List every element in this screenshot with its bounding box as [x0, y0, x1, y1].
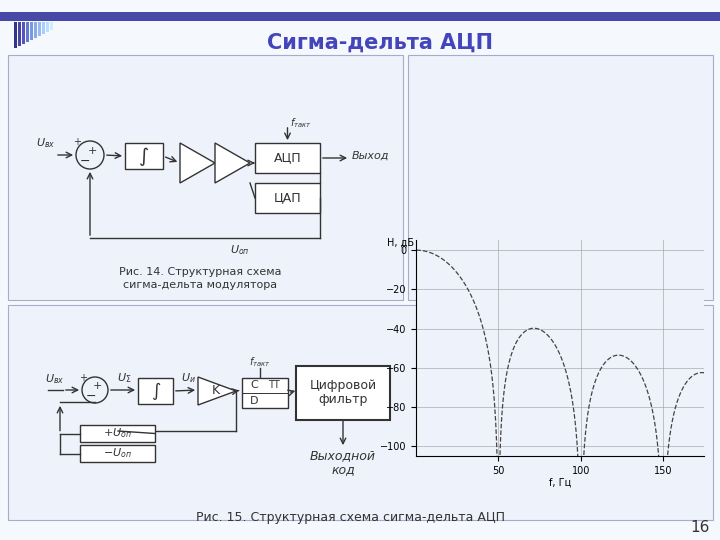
Text: +: + — [79, 373, 87, 383]
Text: Цифровой: Цифровой — [310, 379, 377, 392]
FancyBboxPatch shape — [80, 425, 155, 442]
Polygon shape — [215, 143, 250, 183]
Bar — [18, 22, 21, 46]
FancyBboxPatch shape — [296, 366, 390, 420]
Bar — [22, 22, 25, 44]
Bar — [34, 22, 37, 38]
Polygon shape — [198, 377, 236, 405]
Text: $-U_{оп}$: $-U_{оп}$ — [103, 447, 132, 461]
FancyBboxPatch shape — [138, 378, 173, 404]
Text: $U_{\Sigma}$: $U_{\Sigma}$ — [117, 371, 131, 385]
FancyBboxPatch shape — [255, 143, 320, 173]
Text: $+U_{оп}$: $+U_{оп}$ — [103, 427, 132, 441]
Text: Выходной: Выходной — [310, 449, 376, 462]
Polygon shape — [180, 143, 215, 183]
Text: сигма-дельта модулятора: сигма-дельта модулятора — [123, 280, 277, 290]
FancyBboxPatch shape — [125, 143, 163, 169]
Text: −: − — [86, 389, 96, 402]
Bar — [14, 22, 17, 48]
Bar — [0, 12, 720, 21]
Bar — [26, 22, 29, 42]
Text: C: C — [250, 381, 258, 390]
Text: сигма-дельта АЦП: сигма-дельта АЦП — [515, 285, 616, 295]
Text: TТ: TТ — [268, 381, 280, 390]
Text: код: код — [331, 463, 355, 476]
X-axis label: f, Гц: f, Гц — [549, 477, 572, 488]
Text: Выход: Выход — [352, 151, 390, 161]
FancyBboxPatch shape — [8, 305, 713, 520]
Text: $f_{такт}$: $f_{такт}$ — [249, 355, 271, 369]
Text: АЦП: АЦП — [274, 152, 301, 165]
Text: H, дБ: H, дБ — [387, 238, 414, 248]
Text: 16: 16 — [690, 521, 710, 536]
Text: −: − — [80, 154, 90, 167]
Text: +: + — [87, 146, 96, 156]
Bar — [46, 22, 49, 32]
Text: $U_{вх}$: $U_{вх}$ — [45, 372, 65, 386]
Text: Сигма-дельта АЦП: Сигма-дельта АЦП — [267, 33, 493, 53]
Text: $f_{такт}$: $f_{такт}$ — [290, 116, 312, 130]
Text: Рис. 15. Структурная схема сигма-дельта АЦП: Рис. 15. Структурная схема сигма-дельта … — [196, 511, 505, 524]
Text: ∫: ∫ — [139, 146, 149, 165]
FancyBboxPatch shape — [255, 183, 320, 213]
Text: +: + — [73, 137, 81, 147]
Text: ЦАП: ЦАП — [274, 192, 301, 205]
Bar — [50, 22, 53, 30]
Text: фильтр: фильтр — [318, 394, 368, 407]
Text: K: K — [212, 384, 220, 397]
Text: $U_{вх}$: $U_{вх}$ — [36, 136, 55, 150]
Text: $U_{и}$: $U_{и}$ — [181, 371, 195, 385]
Bar — [42, 22, 45, 34]
Text: D: D — [250, 395, 258, 406]
FancyBboxPatch shape — [408, 55, 713, 300]
Text: +: + — [92, 381, 102, 391]
Text: Рис. 14. Структурная схема: Рис. 14. Структурная схема — [119, 267, 282, 277]
Text: Рис. 16. АЧХ цифрового фильтра: Рис. 16. АЧХ цифрового фильтра — [474, 272, 656, 282]
Bar — [30, 22, 33, 40]
Text: $U_{оп}$: $U_{оп}$ — [230, 243, 250, 257]
Bar — [38, 22, 41, 36]
FancyBboxPatch shape — [242, 378, 288, 408]
FancyBboxPatch shape — [8, 55, 403, 300]
Text: ∫: ∫ — [150, 382, 160, 400]
FancyBboxPatch shape — [80, 445, 155, 462]
